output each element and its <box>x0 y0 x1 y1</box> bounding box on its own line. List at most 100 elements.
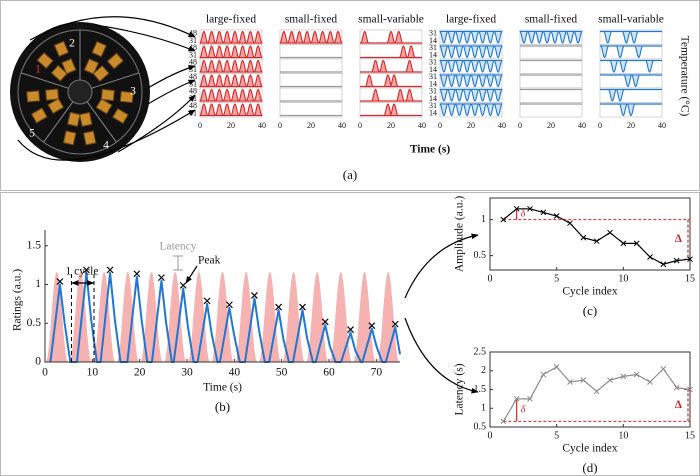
x-tick-label: 20 <box>134 367 146 379</box>
pulse <box>454 88 464 102</box>
y-tick-label: 31 <box>429 101 437 110</box>
pulse <box>454 103 464 117</box>
peak-marker <box>275 303 283 311</box>
column-title: large-fixed <box>446 14 496 26</box>
pulse <box>493 74 503 88</box>
heating-pad <box>119 90 134 104</box>
x-tick-label: 0 <box>278 121 282 130</box>
peak-marker <box>82 266 90 274</box>
x-tick-label: 40 <box>418 121 426 130</box>
x-tick-label: 5 <box>554 430 559 441</box>
heating-pad <box>112 107 129 125</box>
pulse <box>207 88 217 102</box>
pulse <box>519 30 529 44</box>
x-tick-label: 50 <box>276 367 288 379</box>
point-marker <box>673 384 680 391</box>
x-tick-label: 40 <box>338 121 346 130</box>
pulse <box>333 30 343 44</box>
pulse <box>493 45 503 59</box>
pulse <box>199 74 209 88</box>
point-marker <box>553 213 560 219</box>
y-tick-label: 31 <box>189 65 197 74</box>
pulse <box>207 59 217 73</box>
heating-pad <box>79 111 93 127</box>
point-marker <box>647 254 653 260</box>
panel-caption: (a) <box>343 167 357 182</box>
pulse <box>238 45 248 59</box>
sector-divider <box>86 101 117 143</box>
point-marker <box>527 205 533 212</box>
y-tick-label: 1 <box>481 403 486 414</box>
subplot-frame <box>439 102 503 118</box>
point-marker <box>513 396 520 402</box>
x-tick-label: 20 <box>547 121 555 130</box>
pulse <box>462 59 472 73</box>
x-tick-label: 10 <box>618 430 628 441</box>
pulse <box>214 88 224 102</box>
y-tick-label: 48 <box>189 72 197 81</box>
sector-divider <box>43 101 74 143</box>
pulse <box>626 103 636 117</box>
pulse <box>600 45 610 59</box>
point-marker <box>633 240 640 247</box>
arrow <box>94 24 196 52</box>
y-tick-label: 31 <box>429 57 437 66</box>
arrow <box>117 94 196 153</box>
stimulus-pulse <box>93 271 116 362</box>
y-tick-label: 31 <box>429 72 437 81</box>
pulse <box>294 30 304 44</box>
data-line <box>49 271 401 363</box>
pulse <box>199 88 209 102</box>
pulse <box>462 45 472 59</box>
pulse <box>238 59 248 73</box>
annotation: Peak <box>198 255 221 267</box>
x-axis-label: Time (s) <box>410 144 451 156</box>
pulse <box>253 59 263 73</box>
column-title: small-variable <box>358 14 424 26</box>
heating-pad <box>83 58 100 75</box>
pulse <box>447 103 457 117</box>
pulse <box>325 30 335 44</box>
x-tick-label: 70 <box>371 367 383 379</box>
heating-pad <box>67 111 81 127</box>
y-tick-label: 31 <box>189 50 197 59</box>
x-tick-label: 30 <box>181 367 193 379</box>
point-marker <box>540 209 547 216</box>
pulse <box>615 45 625 59</box>
x-axis-label: Cycle index <box>562 443 617 455</box>
point-marker <box>660 366 667 372</box>
pulse <box>207 103 217 117</box>
peak-marker <box>106 266 114 274</box>
column-title: small-fixed <box>525 14 578 26</box>
pulse <box>398 45 408 59</box>
pulse <box>207 30 217 44</box>
pulse <box>623 74 633 88</box>
subplot-frame <box>279 73 343 89</box>
pulse <box>447 45 457 59</box>
point-marker <box>540 371 547 378</box>
panel-caption: (b) <box>215 399 230 414</box>
column-title: small-variable <box>598 14 664 26</box>
pulse <box>439 88 449 102</box>
y-tick-label: 48 <box>189 86 197 95</box>
pulse <box>222 103 232 117</box>
arrow <box>404 317 479 394</box>
pulse <box>478 30 488 44</box>
pulse <box>207 45 217 59</box>
peak-marker <box>56 278 64 285</box>
pulse <box>230 103 240 117</box>
heating-pad <box>92 65 110 82</box>
y-tick-label: 0.5 <box>474 250 487 261</box>
pulse <box>371 88 380 102</box>
arrow <box>29 16 196 41</box>
x-tick-label: 20 <box>307 121 315 130</box>
point-marker <box>553 364 560 370</box>
subplot-frame <box>519 73 583 89</box>
point-marker <box>620 240 627 247</box>
point-marker <box>593 238 600 245</box>
photo-label: 2 <box>69 38 75 50</box>
pulse <box>439 30 449 44</box>
column-title: small-fixed <box>285 14 338 26</box>
heating-pad <box>45 88 60 101</box>
y-tick-label: 0.5 <box>27 317 42 329</box>
